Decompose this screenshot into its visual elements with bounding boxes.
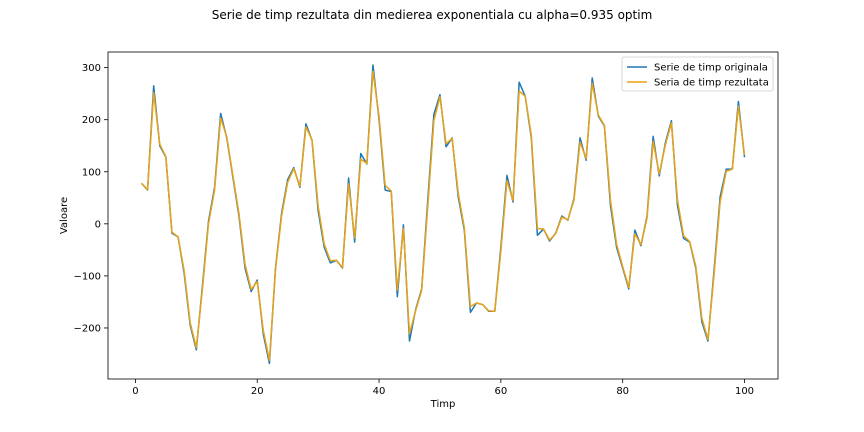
x-axis: 0 20 40 60 80 100 xyxy=(132,379,754,397)
y-tick-label: 200 xyxy=(82,115,101,126)
x-tick-label: 60 xyxy=(494,386,507,397)
series-lines xyxy=(140,64,746,365)
x-tick-label: 0 xyxy=(132,386,138,397)
y-axis: −200 −100 0 100 200 300 xyxy=(74,63,108,334)
y-tick-label: 0 xyxy=(95,219,101,230)
series-line-rezultata xyxy=(140,70,746,361)
y-axis-label: Valoare xyxy=(59,197,70,234)
y-tick-label: −100 xyxy=(74,271,101,282)
y-tick-label: 300 xyxy=(82,63,101,74)
plot-area xyxy=(107,51,779,380)
chart-title: Serie de timp rezultata din medierea exp… xyxy=(212,8,653,22)
series-line-original xyxy=(140,64,746,365)
x-tick-label: 20 xyxy=(251,386,264,397)
x-tick-label: 80 xyxy=(616,386,629,397)
legend-label: Serie de timp originala xyxy=(654,63,768,74)
legend: Serie de timp originala Seria de timp rez… xyxy=(621,56,774,92)
y-tick-label: 100 xyxy=(82,167,101,178)
legend-box xyxy=(621,56,774,92)
x-axis-label: Timp xyxy=(430,399,456,410)
y-tick-label: −200 xyxy=(74,323,101,334)
x-tick-label: 100 xyxy=(735,386,754,397)
x-tick-label: 40 xyxy=(373,386,386,397)
legend-label: Seria de timp rezultata xyxy=(654,78,769,89)
